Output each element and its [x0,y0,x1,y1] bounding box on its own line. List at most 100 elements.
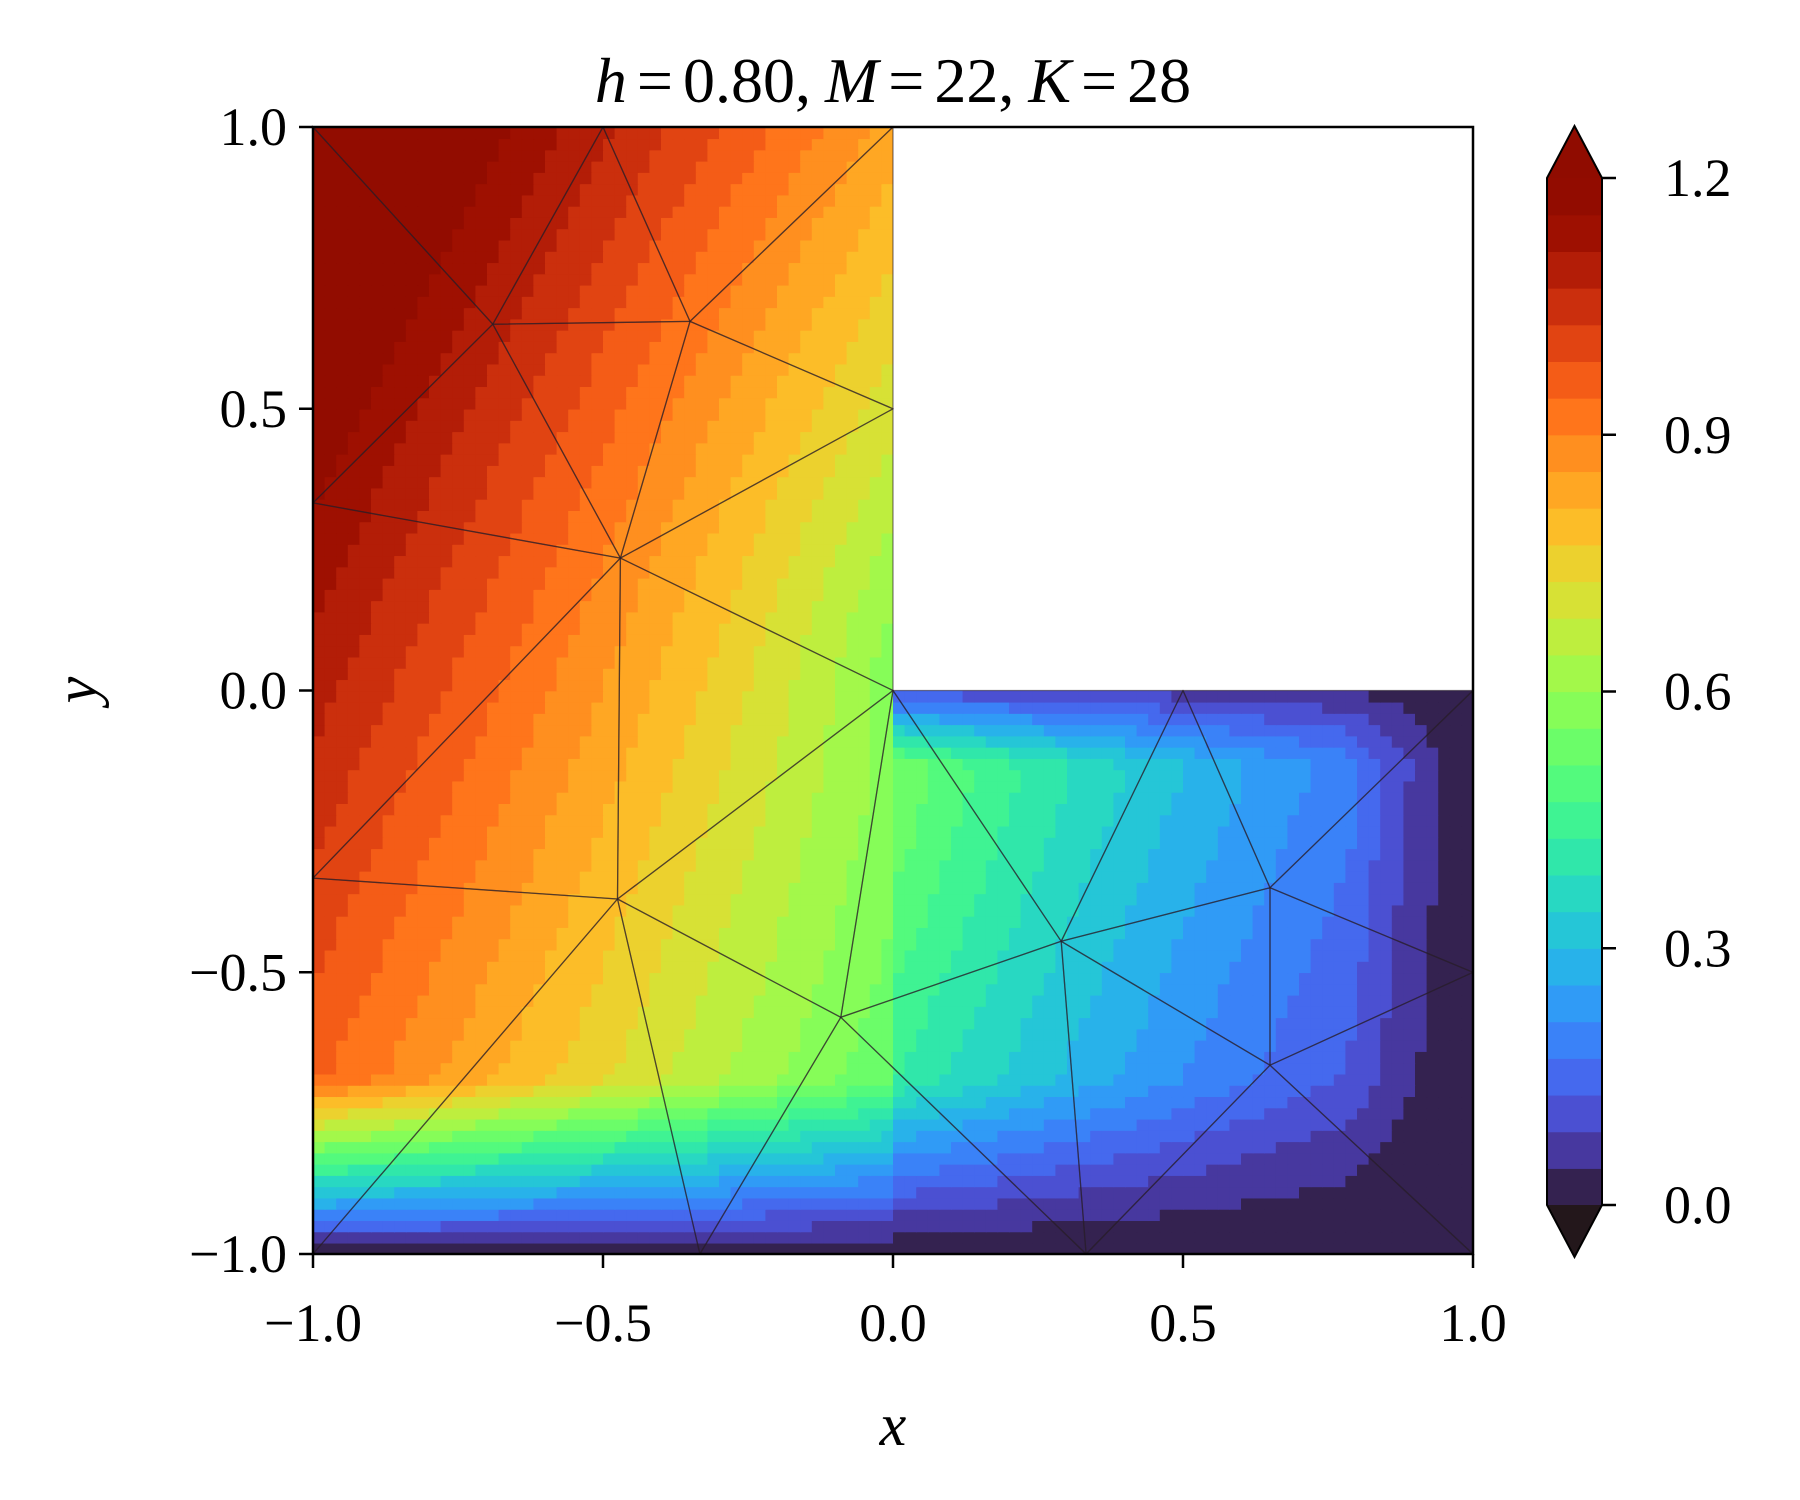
field-cell [533,1231,546,1244]
field-cell [1310,803,1323,816]
field-cell [1449,949,1463,962]
field-cell [417,1197,430,1210]
field-cell [1125,825,1138,838]
field-cell [579,724,593,737]
field-cell [1067,1096,1080,1109]
field-cell [684,1028,697,1041]
field-cell [881,769,894,782]
field-cell [707,735,720,748]
field-cell [405,1073,419,1086]
field-cell [765,859,778,872]
field-cell [1113,803,1126,816]
field-cell [788,1208,801,1221]
field-cell [324,972,337,985]
field-cell [626,690,639,703]
field-cell [1310,1096,1323,1109]
field-cell [1449,746,1463,759]
field-cell [974,1242,987,1254]
field-cell [371,780,384,793]
field-cell [927,1242,941,1254]
field-cell [846,814,859,827]
field-cell [1032,927,1045,940]
field-cell [1275,713,1289,726]
field-cell [1368,1017,1381,1030]
field-cell [1241,1231,1254,1244]
field-cell [974,1152,987,1165]
field-cell [579,972,593,985]
field-cell [846,848,859,861]
field-cell [1252,915,1265,928]
field-cell [927,1062,941,1075]
field-cell [893,1039,906,1052]
field-cell [800,1028,813,1041]
field-cell [313,1028,326,1041]
field-cell [1009,769,1022,782]
field-cell [521,1062,535,1075]
field-cell [637,949,651,962]
field-cell [927,972,941,985]
field-cell [463,758,477,771]
field-cell [881,927,894,940]
field-cell [347,994,361,1007]
field-cell [1368,949,1381,962]
field-cell [1009,724,1022,737]
field-cell [1368,837,1381,850]
field-cell [1171,882,1184,895]
field-cell [753,915,767,928]
field-cell [1090,769,1103,782]
field-cell [603,1118,616,1131]
field-cell [1183,938,1196,951]
field-cell [1299,701,1312,714]
field-cell [1217,960,1231,974]
field-cell [324,1197,337,1210]
field-cell [951,1197,964,1210]
field-cell [1020,848,1033,861]
field-cell [556,870,569,883]
field-cell [452,758,465,771]
field-cell [1391,1141,1405,1154]
field-cell [1043,870,1057,883]
field-cell [1090,825,1103,838]
field-cell [881,972,894,985]
field-cell [951,837,964,850]
field-cell [904,1130,917,1143]
field-cell [1357,713,1370,726]
field-cell [614,1220,627,1233]
field-cell [521,1152,535,1165]
field-cell [1275,1062,1289,1075]
field-cell [603,1186,616,1199]
field-cell [1020,803,1033,816]
field-cell [672,1084,685,1098]
field-cell [672,1017,685,1030]
field-cell [1136,1186,1149,1199]
field-cell [1078,837,1091,850]
field-cell [626,1130,639,1143]
field-cell [487,1163,500,1176]
field-cell [1090,893,1103,906]
field-cell [730,893,743,906]
field-cell [1241,915,1254,928]
field-cell [753,1152,767,1165]
field-cell [371,1051,384,1064]
field-cell [1368,1062,1381,1075]
field-cell [545,994,558,1007]
field-cell [1032,1130,1045,1143]
field-cell [1055,1130,1068,1143]
field-cell [649,972,662,985]
field-cell [1449,1141,1463,1154]
field-cell [1148,1141,1161,1154]
field-cell [463,870,477,883]
field-cell [1148,927,1161,940]
field-cell [487,1039,500,1052]
field-cell [1275,701,1289,714]
field-cell [1125,1152,1138,1165]
field-cell [1009,1096,1022,1109]
field-cell [1101,1152,1115,1165]
field-cell [614,701,627,714]
field-cell [510,938,523,951]
field-cell [568,1220,581,1233]
field-cell [835,791,848,804]
field-cell [893,915,906,928]
field-cell [1380,1163,1393,1176]
field-cell [1113,1006,1126,1019]
